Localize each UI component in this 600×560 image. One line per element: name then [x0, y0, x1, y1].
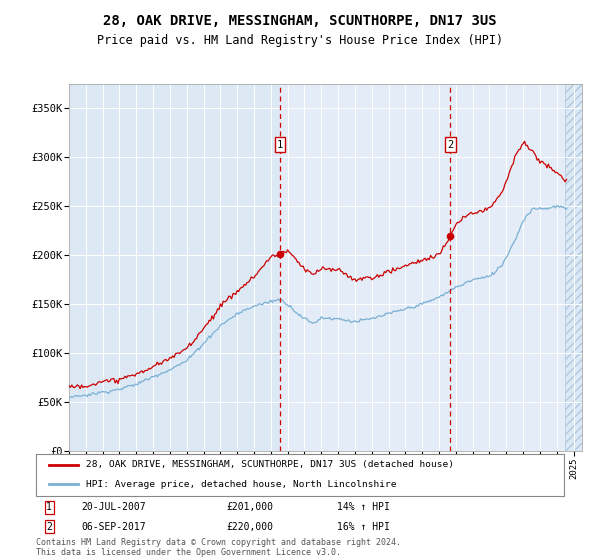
- FancyBboxPatch shape: [36, 454, 564, 496]
- Text: 14% ↑ HPI: 14% ↑ HPI: [337, 502, 390, 512]
- Text: 28, OAK DRIVE, MESSINGHAM, SCUNTHORPE, DN17 3US (detached house): 28, OAK DRIVE, MESSINGHAM, SCUNTHORPE, D…: [86, 460, 454, 469]
- Text: 2: 2: [448, 139, 454, 150]
- Bar: [565, 84, 582, 451]
- Text: 16% ↑ HPI: 16% ↑ HPI: [337, 521, 390, 531]
- Text: 2: 2: [46, 521, 52, 531]
- Text: 1: 1: [46, 502, 52, 512]
- Bar: [280, 84, 565, 451]
- Text: 28, OAK DRIVE, MESSINGHAM, SCUNTHORPE, DN17 3US: 28, OAK DRIVE, MESSINGHAM, SCUNTHORPE, D…: [103, 14, 497, 28]
- Text: £201,000: £201,000: [226, 502, 273, 512]
- Text: 06-SEP-2017: 06-SEP-2017: [81, 521, 146, 531]
- Text: 1: 1: [277, 139, 283, 150]
- Text: Price paid vs. HM Land Registry's House Price Index (HPI): Price paid vs. HM Land Registry's House …: [97, 34, 503, 46]
- Text: Contains HM Land Registry data © Crown copyright and database right 2024.
This d: Contains HM Land Registry data © Crown c…: [36, 538, 401, 557]
- Text: HPI: Average price, detached house, North Lincolnshire: HPI: Average price, detached house, Nort…: [86, 480, 397, 489]
- Text: £220,000: £220,000: [226, 521, 273, 531]
- Text: 20-JUL-2007: 20-JUL-2007: [81, 502, 146, 512]
